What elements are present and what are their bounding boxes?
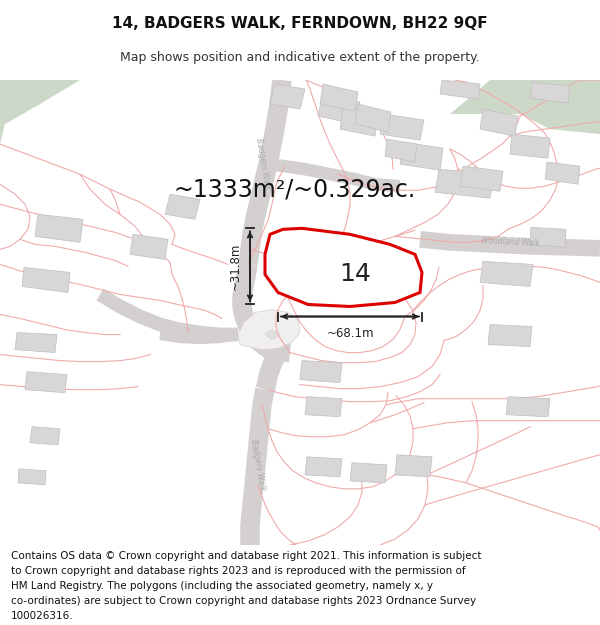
Polygon shape <box>22 268 70 292</box>
Polygon shape <box>530 228 566 248</box>
Polygon shape <box>265 329 280 339</box>
Text: 14: 14 <box>339 262 371 286</box>
Polygon shape <box>450 80 600 134</box>
Polygon shape <box>300 361 342 382</box>
Text: to Crown copyright and database rights 2023 and is reproduced with the permissio: to Crown copyright and database rights 2… <box>11 566 466 576</box>
Polygon shape <box>435 169 494 198</box>
Polygon shape <box>506 397 550 417</box>
Polygon shape <box>480 261 533 286</box>
Polygon shape <box>30 427 60 445</box>
Text: Map shows position and indicative extent of the property.: Map shows position and indicative extent… <box>120 51 480 64</box>
Polygon shape <box>18 469 46 485</box>
Polygon shape <box>385 139 417 162</box>
Polygon shape <box>460 166 503 191</box>
Text: Woodland Walk: Woodland Walk <box>481 236 539 248</box>
Text: ~1333m²/~0.329ac.: ~1333m²/~0.329ac. <box>174 177 416 201</box>
Polygon shape <box>305 457 342 477</box>
Polygon shape <box>35 214 83 243</box>
Polygon shape <box>165 194 200 219</box>
Polygon shape <box>265 228 422 306</box>
Polygon shape <box>480 109 518 136</box>
Text: 100026316.: 100026316. <box>11 611 73 621</box>
Polygon shape <box>488 324 532 347</box>
Polygon shape <box>25 372 67 392</box>
Polygon shape <box>305 397 342 417</box>
Text: Badgers Walk: Badgers Walk <box>254 138 272 191</box>
Text: Contains OS data © Crown copyright and database right 2021. This information is : Contains OS data © Crown copyright and d… <box>11 551 481 561</box>
Polygon shape <box>395 455 432 477</box>
Text: ~68.1m: ~68.1m <box>326 326 374 339</box>
Polygon shape <box>350 463 387 483</box>
Polygon shape <box>510 134 550 158</box>
Polygon shape <box>400 142 443 170</box>
Polygon shape <box>318 94 360 124</box>
Polygon shape <box>530 82 570 103</box>
Polygon shape <box>238 309 300 349</box>
Polygon shape <box>0 80 80 144</box>
Polygon shape <box>355 104 391 132</box>
Polygon shape <box>15 332 57 352</box>
Polygon shape <box>380 114 424 140</box>
Polygon shape <box>270 84 305 109</box>
Polygon shape <box>440 80 480 99</box>
Text: 14, BADGERS WALK, FERNDOWN, BH22 9QF: 14, BADGERS WALK, FERNDOWN, BH22 9QF <box>112 16 488 31</box>
Text: co-ordinates) are subject to Crown copyright and database rights 2023 Ordnance S: co-ordinates) are subject to Crown copyr… <box>11 596 476 606</box>
Polygon shape <box>545 162 580 184</box>
Text: Badgers Walk: Badgers Walk <box>249 438 267 491</box>
Polygon shape <box>130 234 168 259</box>
Text: ~31.8m: ~31.8m <box>229 242 242 290</box>
Polygon shape <box>320 84 358 111</box>
Polygon shape <box>340 107 378 136</box>
Text: HM Land Registry. The polygons (including the associated geometry, namely x, y: HM Land Registry. The polygons (includin… <box>11 581 433 591</box>
